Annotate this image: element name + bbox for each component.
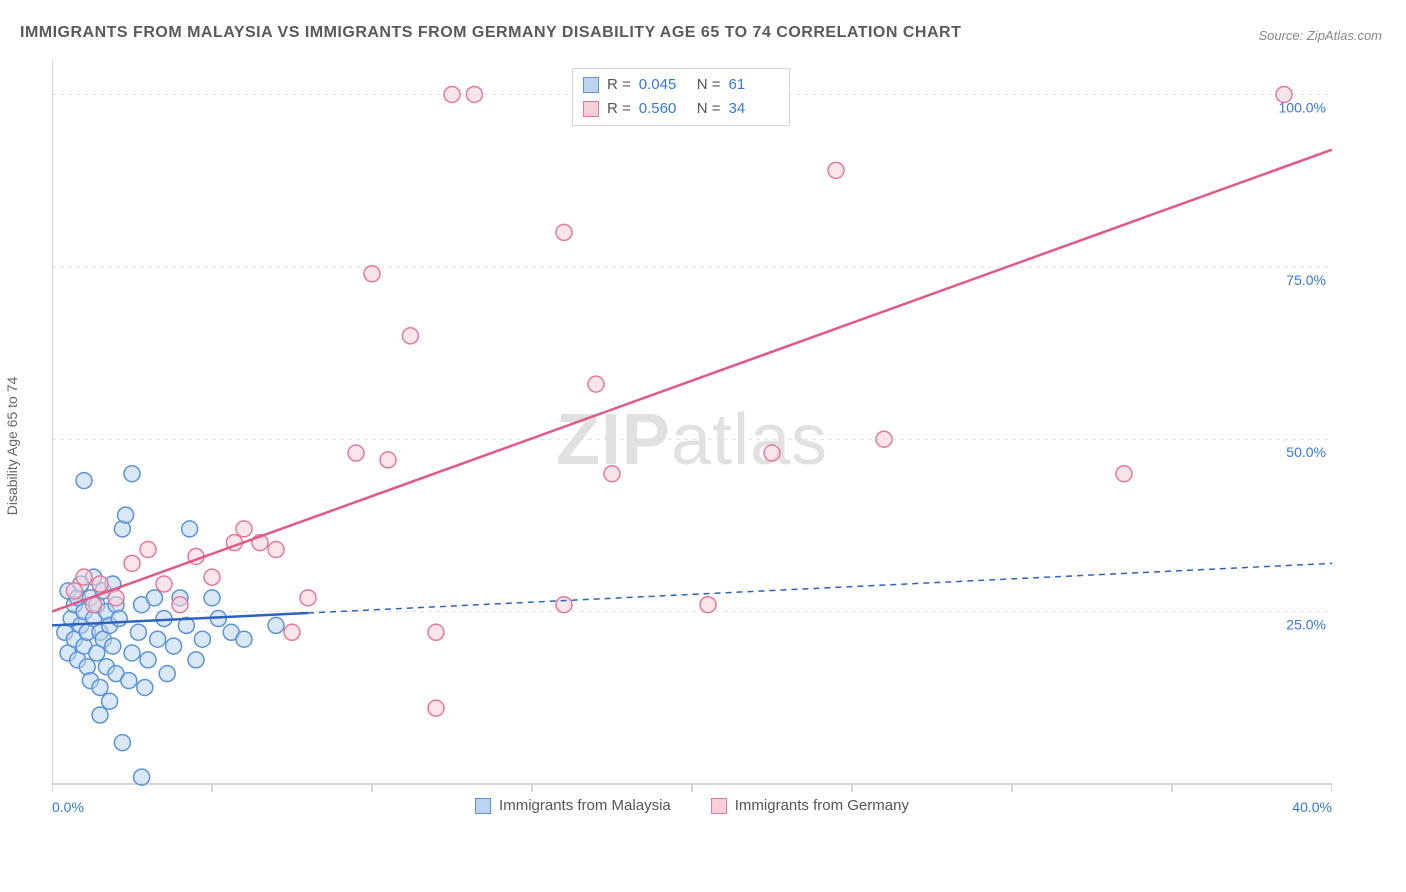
legend-item-germany: Immigrants from Germany <box>711 797 909 814</box>
scatter-plot: 25.0% 50.0% 75.0% 100.0% 0.0% 40.0% <box>52 60 1332 820</box>
swatch-malaysia <box>475 798 491 814</box>
chart-area: ZIPatlas 25.0%50.0%75.0%100.0% 0.0%40.0%… <box>52 60 1332 820</box>
svg-text:100.0%: 100.0% <box>1279 99 1326 115</box>
n-value-germany: 34 <box>729 97 779 121</box>
svg-text:75.0%: 75.0% <box>1286 272 1326 288</box>
r-value-germany: 0.560 <box>639 97 689 121</box>
r-label: R = <box>607 97 631 121</box>
legend-item-malaysia: Immigrants from Malaysia <box>475 797 671 814</box>
svg-text:25.0%: 25.0% <box>1286 617 1326 633</box>
svg-text:0.0%: 0.0% <box>52 799 84 815</box>
n-value-malaysia: 61 <box>729 73 779 97</box>
legend-series: Immigrants from Malaysia Immigrants from… <box>475 797 909 814</box>
trend-lines <box>52 150 1332 626</box>
legend-correlation-box: R = 0.045 N = 61 R = 0.560 N = 34 <box>572 68 790 126</box>
axes <box>52 60 1332 792</box>
y-tick-labels: 25.0% 50.0% 75.0% 100.0% <box>1279 99 1326 632</box>
legend-row-germany: R = 0.560 N = 34 <box>583 97 779 121</box>
svg-text:40.0%: 40.0% <box>1292 799 1332 815</box>
legend-row-malaysia: R = 0.045 N = 61 <box>583 73 779 97</box>
chart-title: IMMIGRANTS FROM MALAYSIA VS IMMIGRANTS F… <box>20 24 961 42</box>
n-label: N = <box>697 97 721 121</box>
legend-label-germany: Immigrants from Germany <box>735 797 909 814</box>
svg-text:50.0%: 50.0% <box>1286 444 1326 460</box>
n-label: N = <box>697 73 721 97</box>
legend-label-malaysia: Immigrants from Malaysia <box>499 797 671 814</box>
swatch-germany <box>583 101 599 117</box>
series-germany-points <box>66 86 1292 716</box>
r-label: R = <box>607 73 631 97</box>
series-malaysia-points <box>57 466 284 785</box>
y-axis-label: Disability Age 65 to 74 <box>4 377 20 516</box>
r-value-malaysia: 0.045 <box>639 73 689 97</box>
swatch-germany <box>711 798 727 814</box>
swatch-malaysia <box>583 77 599 93</box>
source-attribution: Source: ZipAtlas.com <box>1258 28 1382 43</box>
